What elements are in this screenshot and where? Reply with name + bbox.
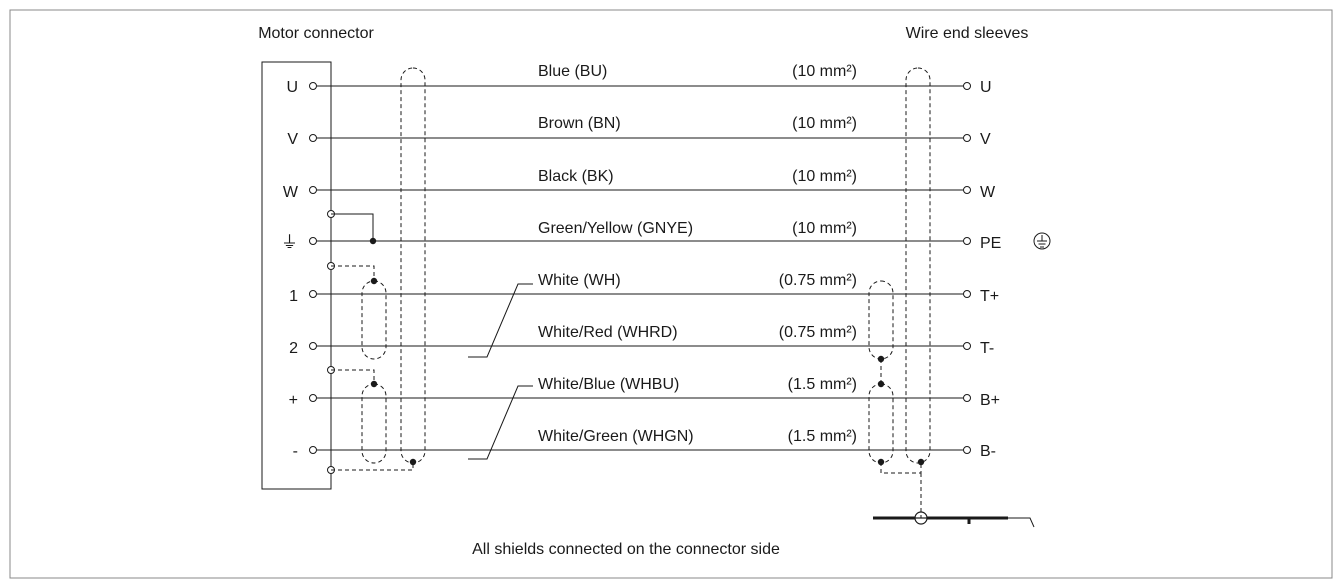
wire-size-label: (0.75 mm²) [779, 324, 857, 341]
end-terminal [963, 186, 971, 194]
wire-size-label: (10 mm²) [792, 220, 857, 237]
end-terminal [963, 82, 971, 90]
wire-size-label: (10 mm²) [792, 168, 857, 185]
pair-shield-left-temp [361, 280, 387, 360]
end-terminal [963, 290, 971, 298]
end-terminal [963, 394, 971, 402]
pin-terminal [309, 237, 317, 245]
junction-dot [877, 380, 885, 388]
pair-leader-line [468, 385, 533, 460]
pin-label-2: 2 [289, 340, 298, 357]
junction-dot [917, 458, 925, 466]
pair-shield-right-brake [868, 383, 894, 464]
end-terminal [963, 134, 971, 142]
junction-dot [877, 355, 885, 363]
shield-drain [331, 265, 375, 281]
wire-end-sleeves-heading: Wire end sleeves [906, 25, 1029, 42]
motor-connector-heading: Motor connector [258, 25, 374, 42]
junction-dot [409, 458, 417, 466]
wire-color-label: White/Red (WHRD) [538, 324, 678, 341]
shield-footnote: All shields connected on the connector s… [472, 541, 780, 558]
pin-label-v: V [287, 131, 298, 148]
pin-label-w: W [283, 184, 299, 201]
wire-color-label: White (WH) [538, 272, 621, 289]
pin-terminal [309, 394, 317, 402]
pin-ground-icon: ⏚ [281, 233, 298, 252]
junction-dot [370, 277, 378, 285]
ground-rail [1008, 517, 1035, 528]
wire-color-label: Blue (BU) [538, 63, 607, 80]
junction-dot [369, 237, 377, 245]
pin-terminal [309, 186, 317, 194]
wire-size-label: (10 mm²) [792, 115, 857, 132]
end-terminal [963, 237, 971, 245]
end-terminal [963, 342, 971, 350]
pin-label-1: 1 [289, 288, 298, 305]
wire-size-label: (10 mm²) [792, 63, 857, 80]
wire-color-label: Brown (BN) [538, 115, 621, 132]
pin-label-u: U [286, 79, 298, 96]
end-label-v: V [980, 131, 991, 148]
end-label-b-plus: B+ [980, 392, 1000, 409]
junction-dot [877, 458, 885, 466]
pe-ground-icon [1033, 232, 1051, 250]
junction-dot [370, 380, 378, 388]
end-label-t-minus: T- [980, 340, 994, 357]
end-label-pe: PE [980, 235, 1001, 252]
pair-leader-line [468, 283, 533, 358]
wire-color-label: Green/Yellow (GNYE) [538, 220, 693, 237]
wire-size-label: (1.5 mm²) [788, 376, 857, 393]
pin-label-minus: - [293, 443, 298, 460]
shield-drain [331, 369, 375, 384]
pin-terminal [309, 290, 317, 298]
shield-drain [880, 462, 922, 474]
pair-shield-right-temp [868, 280, 894, 360]
end-terminal [963, 446, 971, 454]
pin-terminal [309, 342, 317, 350]
pin-terminal [309, 446, 317, 454]
end-label-w: W [980, 184, 996, 201]
pair-shield-left-brake [361, 383, 387, 464]
wire-size-label: (0.75 mm²) [779, 272, 857, 289]
end-label-u: U [980, 79, 992, 96]
pin-label-plus: + [289, 392, 298, 409]
wire-size-label: (1.5 mm²) [788, 428, 857, 445]
ground-bridge [331, 213, 374, 241]
wire-color-label: White/Blue (WHBU) [538, 376, 679, 393]
pin-terminal [309, 134, 317, 142]
motor-connector-body [261, 61, 332, 490]
overall-shield-right [905, 67, 931, 464]
diagram-frame [9, 9, 1333, 579]
pin-terminal [309, 82, 317, 90]
end-label-b-minus: B- [980, 443, 996, 460]
wire-color-label: White/Green (WHGN) [538, 428, 694, 445]
end-label-t-plus: T+ [980, 288, 999, 305]
overall-shield-left [400, 67, 426, 464]
wire-color-label: Black (BK) [538, 168, 614, 185]
